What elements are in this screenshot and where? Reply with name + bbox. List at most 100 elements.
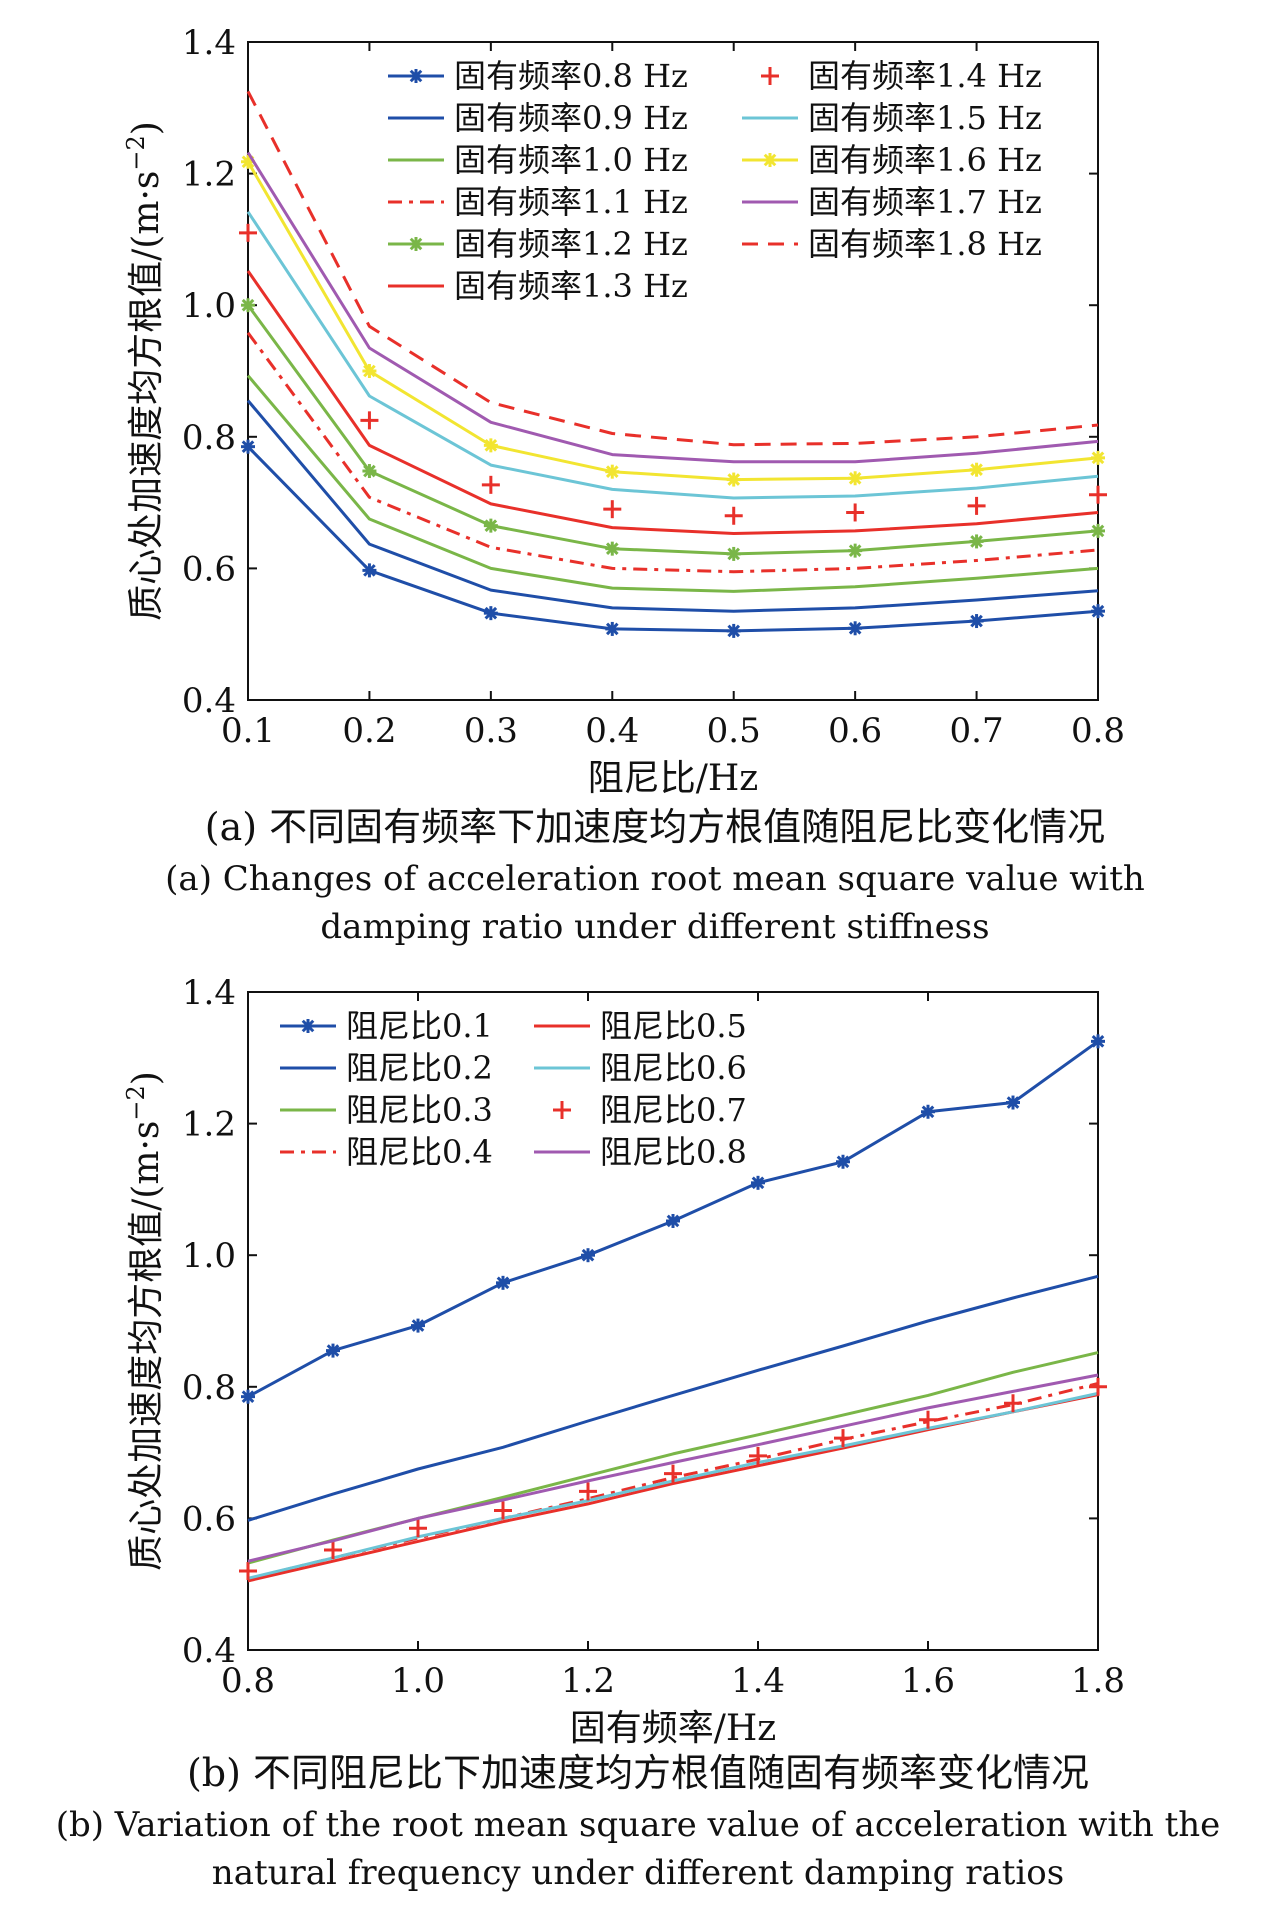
plot-frame xyxy=(247,41,1099,701)
legend-label: 固有频率1.1 Hz xyxy=(454,183,688,221)
data-point xyxy=(848,543,863,558)
data-point xyxy=(324,1540,342,1559)
legend-label: 固有频率1.2 Hz xyxy=(454,225,688,263)
series-3 xyxy=(246,331,1099,574)
legend-item: 固有频率1.1 Hz xyxy=(388,183,688,221)
legend-label: 固有频率1.8 Hz xyxy=(808,225,1042,263)
x-tick-label: 0.2 xyxy=(342,711,396,751)
data-point xyxy=(726,546,741,561)
y-tick-label: 0.6 xyxy=(182,549,236,589)
series-line xyxy=(246,399,1099,613)
data-point xyxy=(362,464,377,479)
series-line xyxy=(247,1382,1099,1581)
legend-label: 阻尼比0.2 xyxy=(346,1049,493,1087)
chart-panel-a: 0.1 0.2 0.3 0.4 0.5 0.6 0.7 0.8 0.4 0.6 0.8 1.0 1.2 1… xyxy=(122,23,1145,947)
data-point xyxy=(603,500,622,519)
series-7 xyxy=(246,210,1099,500)
x-tick-label: 1.8 xyxy=(1071,1661,1125,1701)
y-tick-label: 1.0 xyxy=(182,286,236,326)
data-point xyxy=(749,1446,767,1465)
legend-label: 阻尼比0.6 xyxy=(600,1049,747,1087)
data-point xyxy=(241,439,255,454)
data-point xyxy=(724,506,743,525)
legend-label: 固有频率1.7 Hz xyxy=(808,183,1042,221)
legend-item: 固有频率0.9 Hz xyxy=(388,99,688,137)
y-axis-label: 质心处加速度均方根值/(m·s−2) xyxy=(122,1071,167,1571)
x-tick-label: 1.2 xyxy=(561,1661,615,1701)
chart-panel-b: 0.8 1.0 1.2 1.4 1.6 1.8 0.4 0.6 0.8 1.0 1.2 1.4 固有频率… xyxy=(56,973,1221,1893)
data-point xyxy=(1089,485,1107,504)
x-axis-label: 阻尼比/Hz xyxy=(588,758,759,799)
data-point xyxy=(496,1275,510,1290)
series-5 xyxy=(246,270,1099,535)
data-point xyxy=(1004,1394,1022,1413)
legend-label: 固有频率1.3 Hz xyxy=(454,267,688,305)
data-point xyxy=(664,1464,682,1483)
caption-english-line1: (b) Variation of the root mean square va… xyxy=(56,1805,1221,1845)
series-4 xyxy=(247,1393,1099,1583)
legend-item: 固有频率1.5 Hz xyxy=(742,99,1042,137)
data-point xyxy=(967,496,986,515)
data-point xyxy=(969,462,984,477)
y-tick-label: 1.2 xyxy=(182,155,236,195)
x-tick-label: 0.6 xyxy=(828,711,882,751)
legend-item: 阻尼比0.2 xyxy=(280,1049,493,1087)
series-line xyxy=(247,1274,1099,1522)
legend-item: 阻尼比0.1 xyxy=(280,1007,493,1045)
data-point xyxy=(726,623,741,638)
x-tick-label: 0.8 xyxy=(221,1661,275,1701)
legend-label: 阻尼比0.5 xyxy=(600,1007,747,1045)
data-point xyxy=(919,1410,937,1429)
y-tick-label: 0.4 xyxy=(182,1631,236,1671)
series-1 xyxy=(246,399,1099,613)
legend-marker xyxy=(409,69,423,83)
data-point xyxy=(751,1175,765,1190)
x-tick-label: 1.0 xyxy=(391,1661,445,1701)
data-point xyxy=(666,1213,680,1228)
y-axis-label-main: 质心处加速度均方根值/(m·s xyxy=(126,171,167,621)
series-line xyxy=(246,151,1099,464)
series-0 xyxy=(241,439,1105,638)
legend-item: 固有频率1.7 Hz xyxy=(742,183,1042,221)
y-tick-label: 0.6 xyxy=(182,1499,236,1539)
data-point xyxy=(1091,523,1105,538)
data-point xyxy=(483,518,498,533)
data-point xyxy=(239,223,257,242)
y-tick-label: 0.8 xyxy=(182,418,236,458)
y-axis-label-end: ) xyxy=(126,121,167,135)
series-line xyxy=(246,445,1099,633)
legend-item: 固有频率1.3 Hz xyxy=(388,267,688,305)
series-4 xyxy=(241,298,1105,561)
x-tick-label: 0.7 xyxy=(950,711,1004,751)
series-2 xyxy=(247,1351,1099,1565)
data-point xyxy=(494,1501,512,1520)
legend-item: 固有频率1.2 Hz xyxy=(388,225,688,263)
x-tick-label: 1.4 xyxy=(731,1661,785,1701)
legend-marker xyxy=(761,67,779,85)
series-3 xyxy=(247,1382,1099,1581)
data-point xyxy=(411,1318,425,1333)
caption-chinese: (b) 不同阻尼比下加速度均方根值随固有频率变化情况 xyxy=(187,1751,1089,1795)
data-point xyxy=(481,475,500,494)
plot-frame xyxy=(247,991,1099,1651)
series-10 xyxy=(246,90,1099,447)
data-point xyxy=(579,1482,597,1501)
caption-english-line2: natural frequency under different dampin… xyxy=(212,1853,1064,1893)
series-0 xyxy=(241,1034,1105,1404)
data-point xyxy=(581,1248,595,1263)
y-axis-label: 质心处加速度均方根值/(m·s−2) xyxy=(122,121,167,621)
data-point xyxy=(921,1104,935,1119)
series-line xyxy=(246,374,1099,593)
legend-marker xyxy=(553,1101,571,1119)
series-line xyxy=(247,1373,1099,1563)
legend-item: 固有频率1.4 Hz xyxy=(761,57,1042,95)
x-tick-label: 0.4 xyxy=(585,711,639,751)
y-axis-label-end: ) xyxy=(126,1071,167,1085)
x-tick-label: 0.1 xyxy=(221,711,275,751)
data-point xyxy=(360,411,379,430)
legend-label: 固有频率1.5 Hz xyxy=(808,99,1042,137)
y-axis-label-main: 质心处加速度均方根值/(m·s xyxy=(126,1121,167,1571)
x-tick-label: 1.6 xyxy=(901,1661,955,1701)
legend-label: 固有频率1.4 Hz xyxy=(808,57,1042,95)
